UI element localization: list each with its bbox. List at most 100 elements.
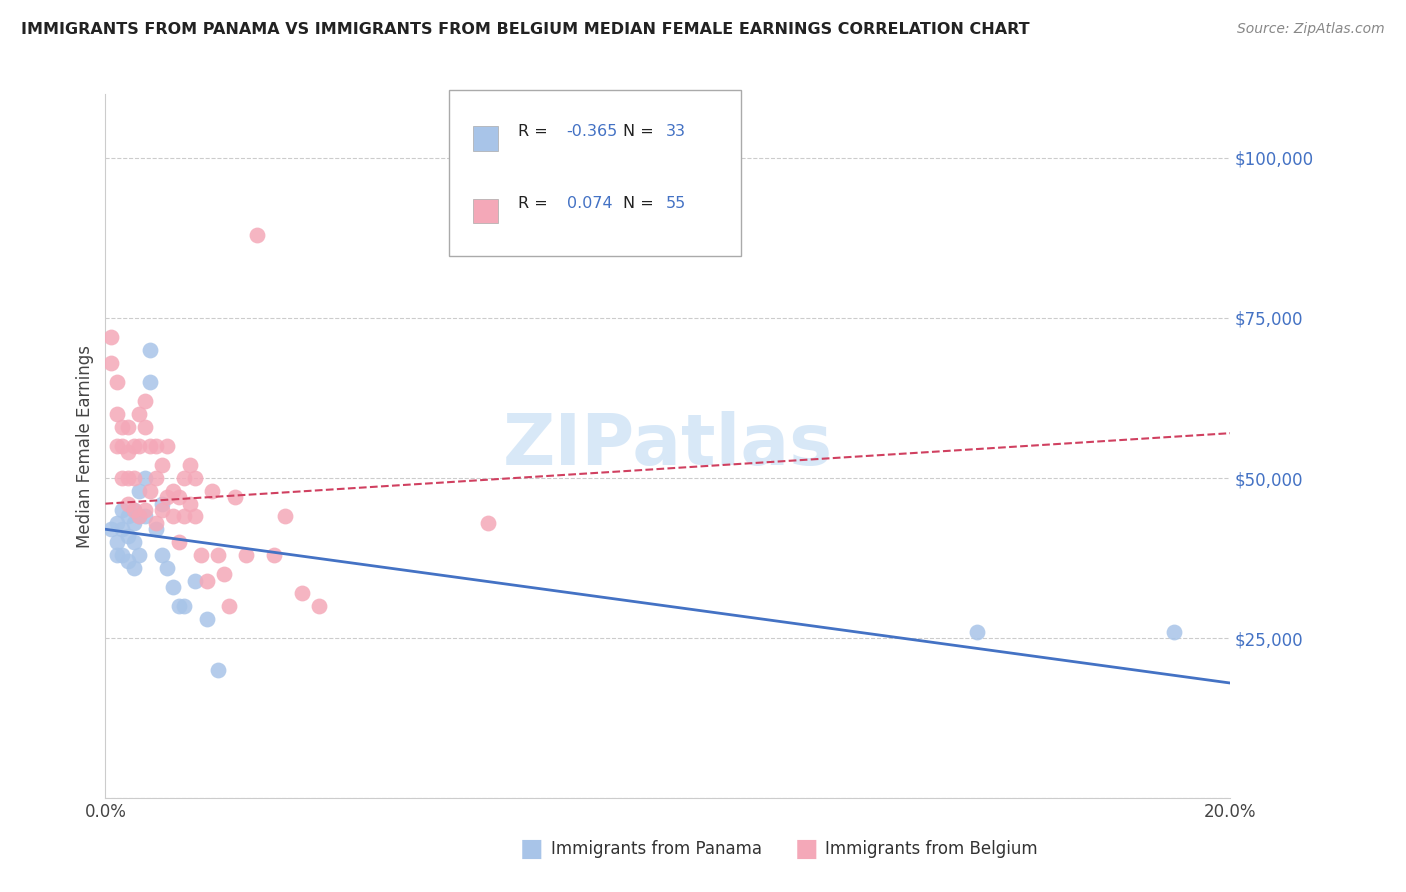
Point (128, 407, 150, 421)
Point (117, 497, 139, 511)
Point (195, 574, 218, 588)
Point (477, 516, 499, 530)
Point (111, 471, 134, 485)
Point (291, 586, 314, 600)
Point (162, 509, 184, 524)
Point (179, 497, 201, 511)
Point (156, 490, 179, 504)
Point (173, 599, 195, 614)
Point (179, 458, 201, 473)
Point (122, 439, 145, 453)
Point (207, 548, 229, 562)
Point (966, 624, 988, 639)
Point (201, 483, 224, 498)
Point (173, 509, 195, 524)
Point (274, 509, 297, 524)
Text: ■: ■ (520, 838, 544, 861)
Text: IMMIGRANTS FROM PANAMA VS IMMIGRANTS FROM BELGIUM MEDIAN FEMALE EARNINGS CORRELA: IMMIGRANTS FROM PANAMA VS IMMIGRANTS FRO… (21, 22, 1029, 37)
Point (128, 509, 150, 524)
Point (212, 567, 235, 582)
Point (145, 522, 167, 536)
Point (184, 471, 207, 485)
Point (122, 503, 145, 517)
FancyBboxPatch shape (474, 199, 498, 224)
Point (145, 439, 167, 453)
Text: Source: ZipAtlas.com: Source: ZipAtlas.com (1237, 22, 1385, 37)
Point (122, 516, 145, 530)
Point (105, 535, 128, 549)
Point (162, 580, 184, 594)
Point (117, 554, 139, 568)
Point (167, 490, 190, 504)
Point (235, 548, 257, 562)
Point (100, 522, 122, 536)
Point (207, 663, 229, 677)
Text: Immigrants from Panama: Immigrants from Panama (551, 840, 762, 858)
Point (128, 483, 150, 498)
Point (139, 439, 162, 453)
Point (190, 548, 212, 562)
Point (117, 419, 139, 434)
Point (246, 227, 269, 242)
Point (162, 483, 184, 498)
Point (173, 471, 195, 485)
Point (224, 490, 246, 504)
Point (1163, 624, 1185, 639)
Text: 0.074: 0.074 (567, 196, 612, 211)
Point (117, 471, 139, 485)
Point (263, 548, 285, 562)
Point (128, 548, 150, 562)
Point (195, 612, 218, 626)
Point (128, 509, 150, 524)
Point (134, 509, 156, 524)
Point (100, 330, 122, 344)
Text: -0.365: -0.365 (567, 124, 617, 138)
FancyBboxPatch shape (474, 126, 498, 151)
Text: R =: R = (519, 196, 553, 211)
Text: N =: N = (623, 124, 659, 138)
Point (111, 419, 134, 434)
Point (111, 439, 134, 453)
Point (105, 375, 128, 389)
Text: 33: 33 (665, 124, 686, 138)
Point (184, 509, 207, 524)
Text: 55: 55 (665, 196, 686, 211)
Point (167, 535, 190, 549)
Point (134, 419, 156, 434)
Point (128, 439, 150, 453)
Point (117, 529, 139, 543)
Point (122, 535, 145, 549)
Point (111, 522, 134, 536)
Text: ZIPatlas: ZIPatlas (503, 411, 832, 481)
Point (145, 516, 167, 530)
Point (139, 483, 162, 498)
Point (105, 439, 128, 453)
Point (105, 516, 128, 530)
Text: ■: ■ (794, 838, 818, 861)
Point (308, 599, 330, 614)
Point (139, 375, 162, 389)
Y-axis label: Median Female Earnings: Median Female Earnings (76, 344, 94, 548)
Text: N =: N = (623, 196, 659, 211)
Point (218, 599, 240, 614)
Text: Immigrants from Belgium: Immigrants from Belgium (825, 840, 1038, 858)
Point (156, 560, 179, 574)
Point (167, 599, 190, 614)
Point (150, 458, 173, 473)
Point (117, 445, 139, 459)
Point (122, 560, 145, 574)
Point (100, 356, 122, 370)
Point (111, 548, 134, 562)
Point (122, 503, 145, 517)
Point (145, 471, 167, 485)
Point (184, 574, 207, 588)
Point (134, 394, 156, 409)
Point (150, 497, 173, 511)
Point (134, 503, 156, 517)
Point (134, 471, 156, 485)
Point (117, 509, 139, 524)
Point (105, 407, 128, 421)
Point (105, 548, 128, 562)
Text: R =: R = (519, 124, 553, 138)
Point (139, 343, 162, 357)
